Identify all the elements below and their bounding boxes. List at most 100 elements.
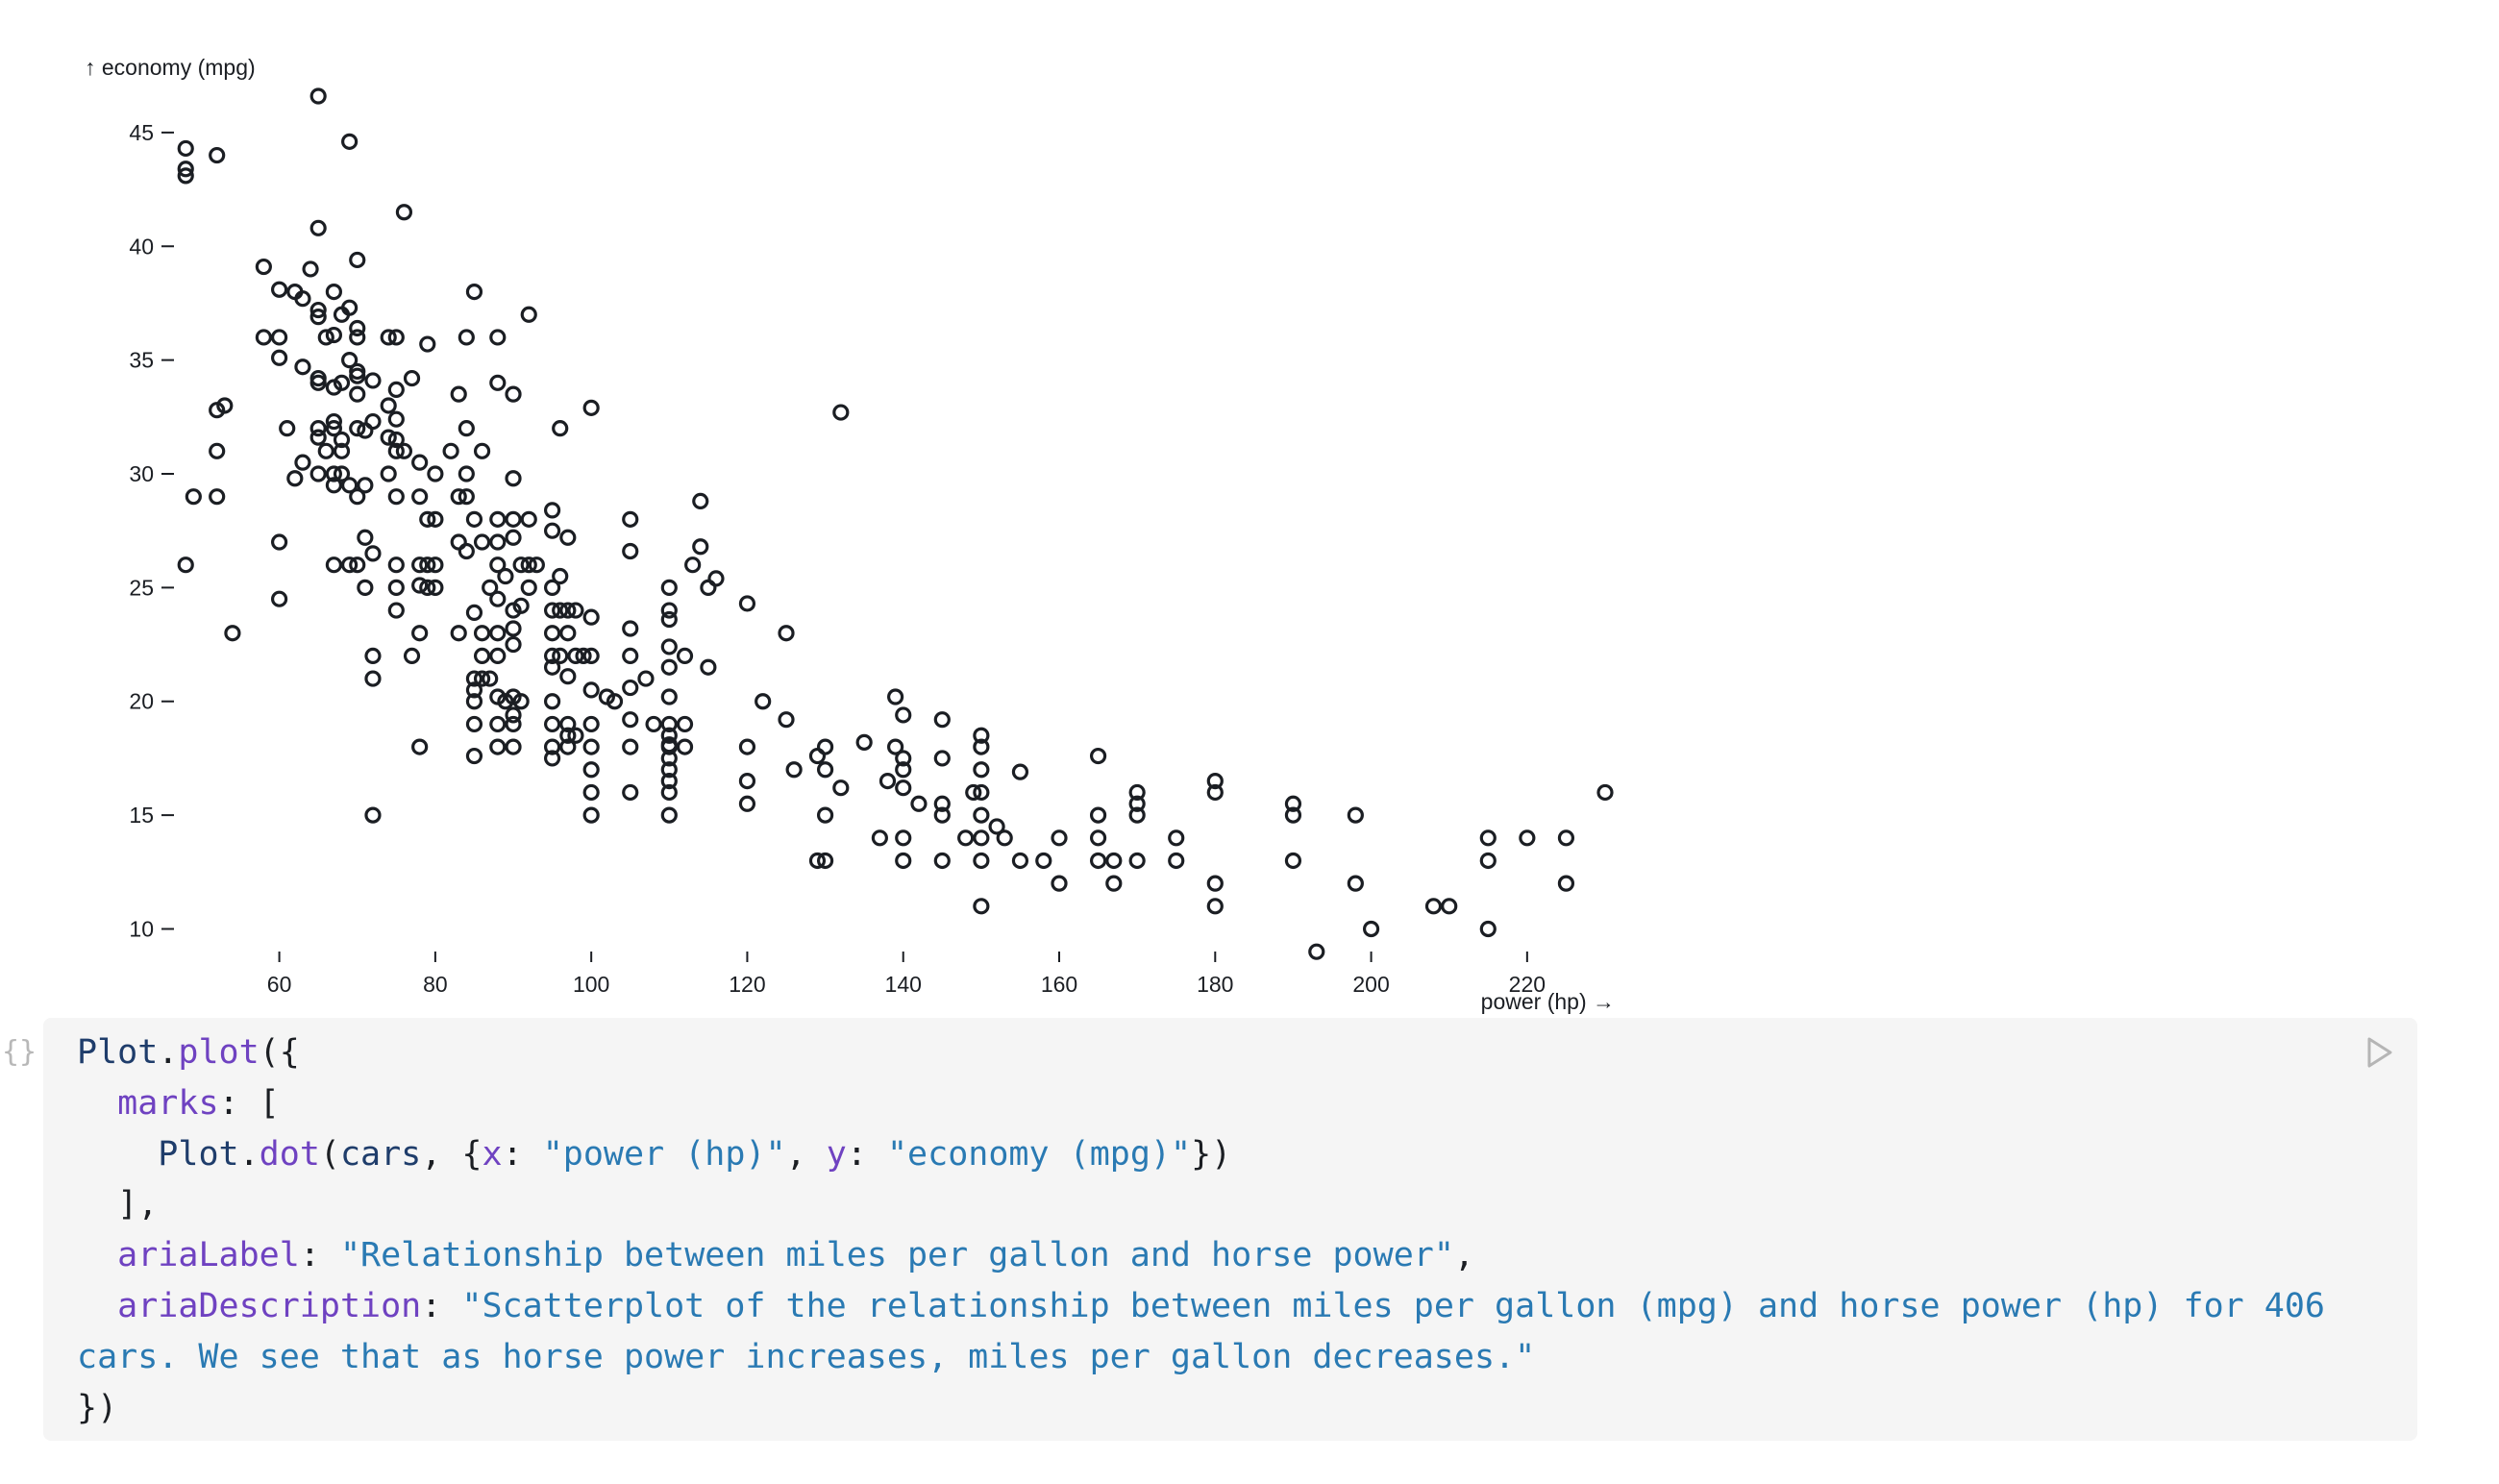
data-point: [676, 647, 694, 664]
data-point: [349, 329, 366, 346]
data-point: [465, 747, 483, 765]
data-point: [778, 711, 795, 729]
data-point: [520, 579, 537, 596]
code-cell[interactable]: Plot.plot({ marks: [ Plot.dot(cars, {x: …: [43, 1018, 2417, 1441]
x-tick-label: 80: [423, 972, 448, 997]
code-editor[interactable]: Plot.plot({ marks: [ Plot.dot(cars, {x: …: [77, 1027, 2393, 1433]
y-tick-label: 15: [129, 803, 154, 828]
data-point: [855, 733, 873, 751]
data-point: [341, 133, 359, 150]
data-point: [582, 806, 600, 824]
data-point: [575, 647, 592, 664]
data-point: [559, 602, 577, 619]
data-point: [1089, 852, 1107, 870]
data-point: [660, 773, 678, 790]
data-point: [489, 556, 507, 574]
data-point: [403, 647, 421, 664]
data-point: [364, 647, 382, 664]
data-point: [505, 385, 522, 403]
x-tick-label: 120: [729, 972, 765, 997]
data-point: [1284, 806, 1302, 824]
data-point: [895, 750, 912, 767]
data-point: [177, 167, 194, 185]
data-point: [419, 335, 436, 353]
data-point: [552, 602, 569, 619]
data-point: [1168, 829, 1185, 847]
data-point: [895, 779, 912, 797]
data-point: [505, 635, 522, 654]
data-point: [309, 429, 327, 446]
data-point: [294, 454, 311, 471]
code-token: [77, 1287, 117, 1325]
data-point: [622, 542, 639, 560]
code-token: (: [319, 1134, 340, 1174]
code-line: Plot.plot({: [77, 1027, 2393, 1078]
data-point: [973, 898, 990, 915]
data-point: [738, 595, 756, 612]
scatter-chart: 10 15 20 25 30 35 40 45 60 80 100 120 140 160 180 200 2…: [0, 0, 1653, 1015]
code-token: ,: [1453, 1236, 1474, 1275]
data-point: [1284, 795, 1302, 812]
data-point: [559, 529, 577, 546]
data-point: [255, 329, 272, 346]
y-tick-label: 40: [129, 234, 154, 259]
data-point: [582, 738, 600, 755]
data-point: [738, 773, 756, 790]
data-point: [411, 738, 429, 755]
data-point: [552, 567, 569, 585]
data-point: [473, 647, 491, 664]
data-point: [497, 567, 514, 585]
data-point: [582, 681, 600, 699]
data-point: [387, 431, 405, 449]
data-point: [606, 693, 624, 710]
data-point: [505, 715, 522, 733]
data-point: [622, 711, 639, 729]
data-point: [419, 579, 436, 596]
data-point: [543, 693, 561, 710]
data-point: [559, 715, 577, 733]
data-point: [1206, 773, 1224, 790]
data-point: [1479, 920, 1497, 938]
data-point: [387, 602, 405, 619]
data-point: [505, 510, 522, 528]
data-point: [473, 442, 491, 459]
data-point: [473, 670, 491, 687]
data-point: [364, 670, 382, 687]
data-point: [692, 492, 709, 510]
play-icon[interactable]: [2360, 1033, 2398, 1072]
data-point: [512, 597, 530, 614]
code-line: marks: [: [77, 1078, 2393, 1129]
data-point: [333, 306, 351, 323]
data-point: [543, 602, 561, 619]
data-point: [325, 284, 342, 301]
data-point: [738, 738, 756, 755]
x-tick-label: 160: [1041, 972, 1077, 997]
data-point: [895, 761, 912, 779]
data-point: [996, 829, 1013, 847]
data-point: [1089, 747, 1107, 765]
data-point: [427, 510, 444, 528]
data-point: [582, 647, 600, 664]
data-point: [895, 852, 912, 870]
braces-icon[interactable]: {}: [1, 1035, 37, 1069]
dots-layer: [177, 87, 1614, 960]
code-line: ariaDescription: "Scatterplot of the rel…: [77, 1281, 2393, 1332]
data-point: [933, 795, 951, 812]
data-point: [279, 420, 296, 437]
data-point: [309, 219, 327, 236]
data-point: [559, 625, 577, 642]
data-point: [309, 301, 327, 319]
data-point: [177, 161, 194, 178]
data-point: [309, 87, 327, 105]
data-point: [209, 488, 226, 506]
data-point: [1168, 852, 1185, 870]
y-tick-label: 45: [129, 120, 154, 145]
data-point: [482, 579, 499, 596]
code-line: ],: [77, 1179, 2393, 1230]
data-point: [933, 806, 951, 824]
data-point: [349, 251, 366, 269]
data-point: [325, 420, 342, 437]
code-token: Plot: [77, 1033, 159, 1072]
data-point: [419, 556, 436, 574]
data-point: [357, 477, 374, 494]
